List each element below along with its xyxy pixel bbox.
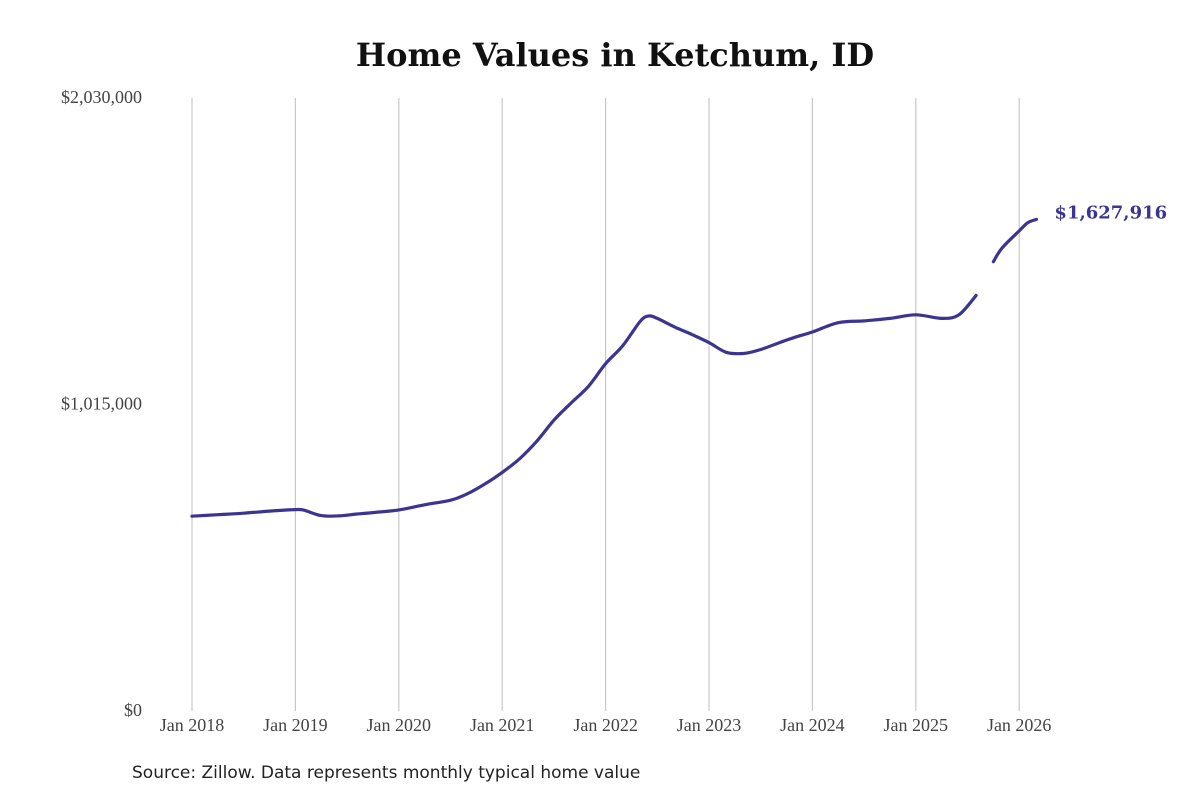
series-line-segment <box>190 293 978 518</box>
x-tick-label: Jan 2024 <box>780 715 845 735</box>
series-line-segment <box>991 217 1038 264</box>
x-tick-label: Jan 2019 <box>263 715 328 735</box>
y-tick-label: $0 <box>124 700 142 720</box>
x-tick-label: Jan 2020 <box>367 715 432 735</box>
y-tick-label: $2,030,000 <box>61 87 142 107</box>
end-label-layer: $1,627,916 <box>1054 202 1167 223</box>
y-tick-label: $1,015,000 <box>61 394 142 414</box>
x-tick-label: Jan 2025 <box>884 715 949 735</box>
gridlines <box>191 98 1020 711</box>
source-note: Source: Zillow. Data represents monthly … <box>132 763 641 783</box>
end-value-label: $1,627,916 <box>1054 202 1167 223</box>
x-tick-label: Jan 2023 <box>677 715 742 735</box>
x-tick-label: Jan 2021 <box>470 715 535 735</box>
y-axis-ticks: $0 $1,015,000 $2,030,000 <box>61 87 142 720</box>
x-axis-ticks: Jan 2018 Jan 2019 Jan 2020 Jan 2021 Jan 2022… <box>160 715 1052 735</box>
x-tick-label: Jan 2026 <box>987 715 1052 735</box>
series-layer <box>190 217 1038 518</box>
x-tick-label: Jan 2018 <box>160 715 225 735</box>
x-tick-label: Jan 2022 <box>573 715 638 735</box>
chart-title: Home Values in Ketchum, ID <box>355 36 875 74</box>
